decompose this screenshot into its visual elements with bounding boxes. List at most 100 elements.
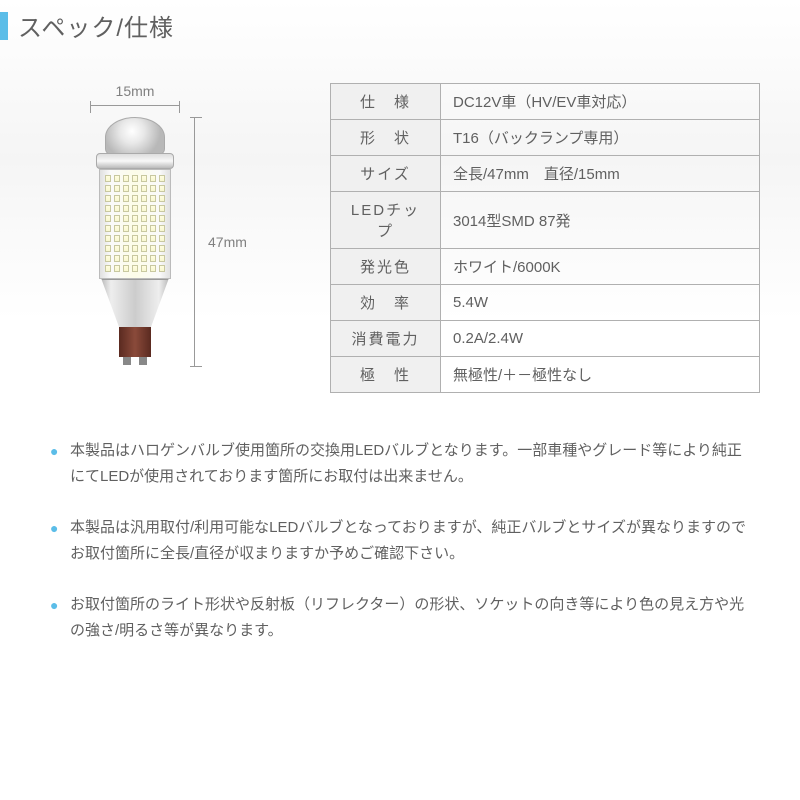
spec-value: 全長/47mm 直径/15mm xyxy=(441,156,760,192)
spec-value: 5.4W xyxy=(441,285,760,321)
spec-label: 消費電力 xyxy=(331,321,441,357)
led-chip xyxy=(141,215,147,222)
led-chip xyxy=(132,175,138,182)
spec-label: 発光色 xyxy=(331,249,441,285)
led-chip xyxy=(150,195,156,202)
led-row xyxy=(103,205,167,213)
led-row xyxy=(103,225,167,233)
led-chip xyxy=(159,215,165,222)
accent-bar xyxy=(0,12,8,40)
led-chip xyxy=(159,225,165,232)
led-chip xyxy=(123,225,129,232)
led-chip xyxy=(114,245,120,252)
led-chip xyxy=(132,245,138,252)
table-row: 極 性無極性/＋－極性なし xyxy=(331,357,760,393)
table-row: 仕 様DC12V車（HV/EV車対応） xyxy=(331,84,760,120)
led-chip xyxy=(114,235,120,242)
led-chip xyxy=(123,235,129,242)
led-chip xyxy=(141,225,147,232)
led-row xyxy=(103,235,167,243)
note-text: 本製品は汎用取付/利用可能なLEDバルブとなっておりますが、純正バルブとサイズが… xyxy=(70,519,746,562)
notes-section: ● 本製品はハロゲンバルブ使用箇所の交換用LEDバルブとなります。一部車種やグレー… xyxy=(0,393,800,643)
dimension-width-line xyxy=(90,101,180,113)
led-chip xyxy=(105,175,111,182)
led-chip xyxy=(132,215,138,222)
table-row: LEDチップ3014型SMD 87発 xyxy=(331,192,760,249)
product-diagram: 15mm 47mm xyxy=(40,73,300,393)
led-chip xyxy=(105,225,111,232)
led-chip xyxy=(105,255,111,262)
spec-label: 形 状 xyxy=(331,120,441,156)
dimension-height: 47mm xyxy=(190,117,260,367)
bullet-icon: ● xyxy=(50,440,58,464)
dimension-height-label: 47mm xyxy=(208,234,247,250)
led-chip xyxy=(123,185,129,192)
bulb-ring xyxy=(96,153,174,169)
led-chip xyxy=(132,185,138,192)
led-row xyxy=(103,185,167,193)
led-chip xyxy=(123,215,129,222)
led-chip xyxy=(105,245,111,252)
led-chip xyxy=(132,255,138,262)
led-chip xyxy=(150,225,156,232)
dimension-width-label: 15mm xyxy=(90,83,180,99)
led-chip xyxy=(132,195,138,202)
led-chip xyxy=(123,205,129,212)
table-row: サイズ全長/47mm 直径/15mm xyxy=(331,156,760,192)
led-chip xyxy=(105,215,111,222)
note-text: お取付箇所のライト形状や反射板（リフレクター）の形状、ソケットの向き等により色の… xyxy=(70,596,744,639)
led-chip xyxy=(150,255,156,262)
led-chip xyxy=(159,245,165,252)
led-chip xyxy=(159,195,165,202)
led-chip xyxy=(105,195,111,202)
spec-value: T16（バックランプ専用） xyxy=(441,120,760,156)
led-chip xyxy=(159,175,165,182)
spec-label: LEDチップ xyxy=(331,192,441,249)
page-title: スペック/仕様 xyxy=(18,8,174,43)
table-row: 形 状T16（バックランプ専用） xyxy=(331,120,760,156)
led-row xyxy=(103,255,167,263)
header: スペック/仕様 xyxy=(0,0,800,53)
led-chip xyxy=(150,235,156,242)
led-chip xyxy=(150,185,156,192)
led-chip xyxy=(141,185,147,192)
led-chip xyxy=(114,175,120,182)
note-item: ●本製品は汎用取付/利用可能なLEDバルブとなっておりますが、純正バルブとサイズ… xyxy=(50,515,750,566)
led-chip xyxy=(141,205,147,212)
table-row: 消費電力0.2A/2.4W xyxy=(331,321,760,357)
led-chip xyxy=(141,235,147,242)
led-row xyxy=(103,175,167,183)
led-chip xyxy=(123,265,129,272)
led-chip xyxy=(150,245,156,252)
led-chip xyxy=(141,175,147,182)
content-area: 15mm 47mm 仕 様DC12V車（HV/EV車対応）形 状T16（バックラ… xyxy=(0,53,800,393)
led-chip xyxy=(114,205,120,212)
led-chip xyxy=(159,255,165,262)
spec-value: DC12V車（HV/EV車対応） xyxy=(441,84,760,120)
led-chip xyxy=(150,175,156,182)
led-chip xyxy=(150,215,156,222)
led-chip xyxy=(159,185,165,192)
led-chip xyxy=(105,235,111,242)
spec-label: 仕 様 xyxy=(331,84,441,120)
led-chip xyxy=(132,265,138,272)
spec-table: 仕 様DC12V車（HV/EV車対応）形 状T16（バックランプ専用）サイズ全長… xyxy=(330,83,760,393)
note-text: 本製品はハロゲンバルブ使用箇所の交換用LEDバルブとなります。一部車種やグレード… xyxy=(70,442,742,485)
led-row xyxy=(103,245,167,253)
spec-label: 極 性 xyxy=(331,357,441,393)
note-item: ● お取付箇所のライト形状や反射板（リフレクター）の形状、ソケットの向き等により色… xyxy=(50,592,750,643)
led-chip xyxy=(114,255,120,262)
bulb-heatsink xyxy=(95,279,175,327)
table-row: 効 率5.4W xyxy=(331,285,760,321)
bulb-base xyxy=(119,327,151,357)
led-chip xyxy=(114,215,120,222)
led-chip xyxy=(114,265,120,272)
led-chip xyxy=(105,265,111,272)
bulb-led-body xyxy=(99,169,171,279)
bullet-icon: ● xyxy=(50,594,58,618)
led-chip xyxy=(141,195,147,202)
led-row xyxy=(103,195,167,203)
spec-label: 効 率 xyxy=(331,285,441,321)
led-chip xyxy=(150,265,156,272)
led-chip xyxy=(132,205,138,212)
